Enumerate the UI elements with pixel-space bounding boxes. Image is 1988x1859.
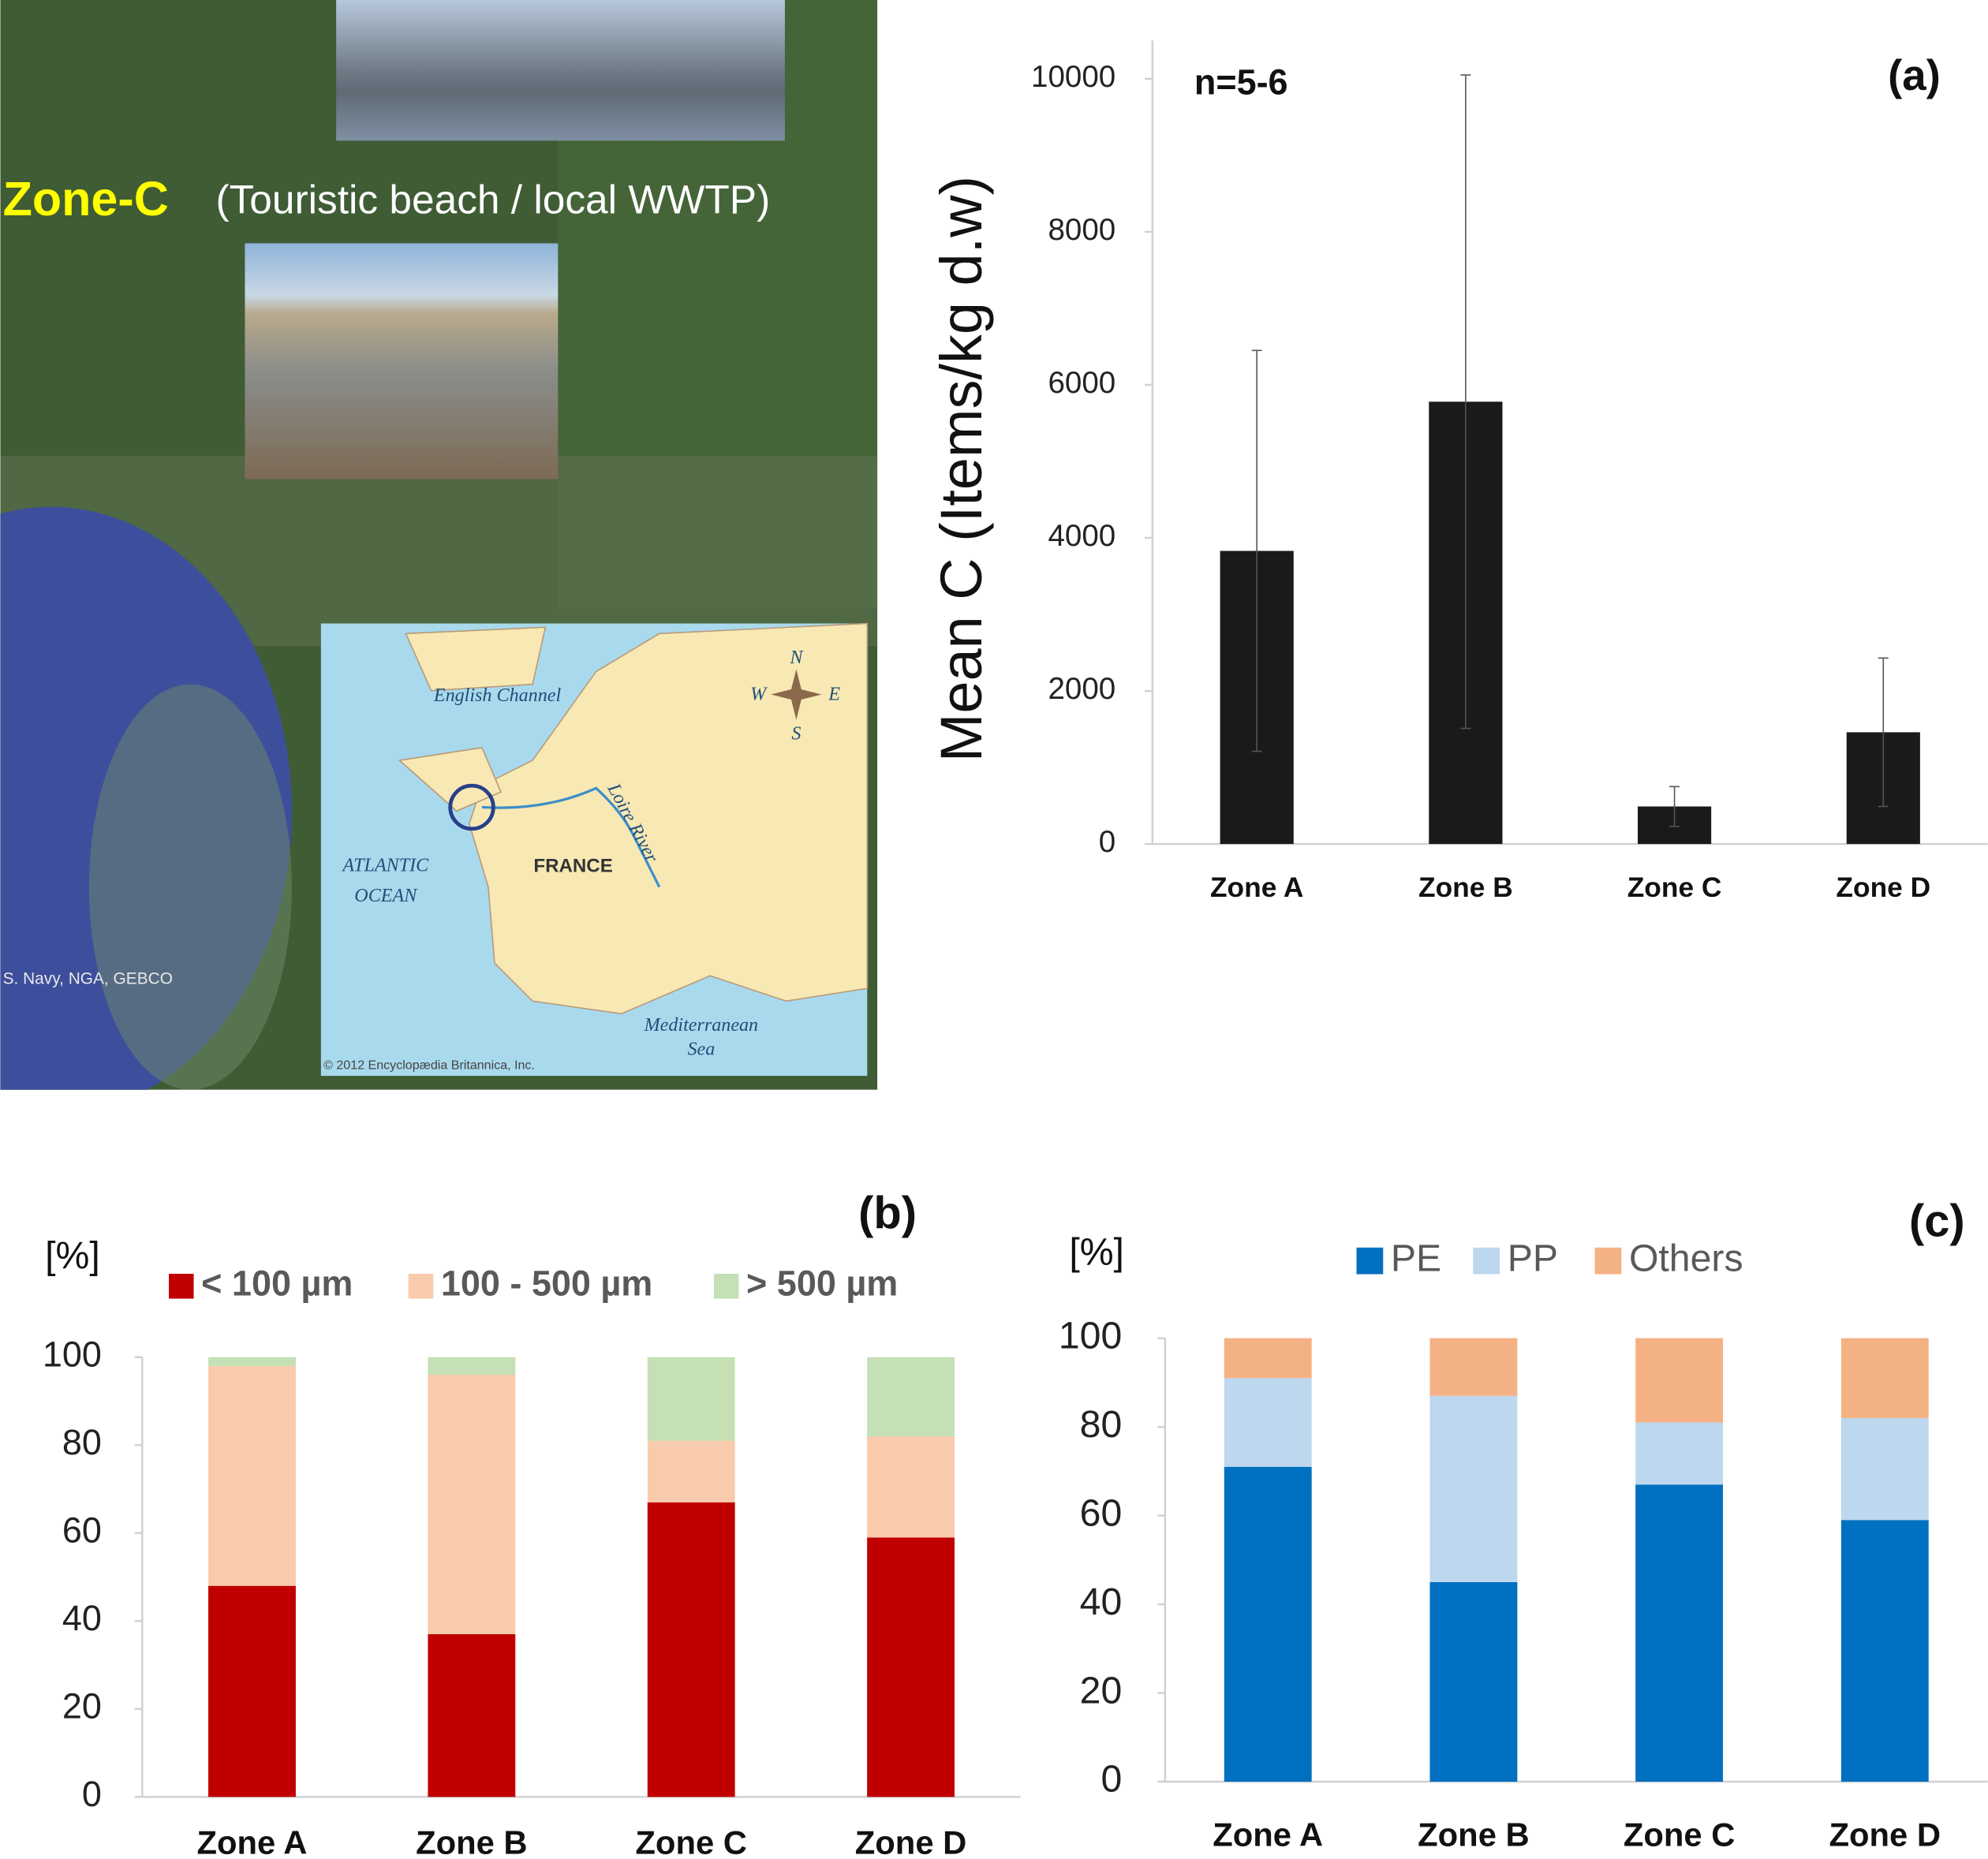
bar-segment [1841,1520,1929,1782]
legend-label: Others [1629,1237,1743,1279]
y-tick-label: 6000 [1048,366,1115,400]
x-tick-label: Zone C [635,1824,747,1859]
bar-segment [428,1375,515,1634]
annotation: n=5-6 [1194,62,1288,103]
bar-segment [867,1537,955,1797]
compass-label: E [828,685,840,705]
bar-segment [208,1357,296,1366]
bar-segment [1635,1338,1723,1423]
page: Zone-C (Touristic beach / local WWTP) S.… [0,0,1988,1859]
compass-label: W [750,685,768,705]
legend-swatch [169,1274,193,1298]
y-axis-label: [%] [1069,1230,1124,1273]
bar-segment [428,1634,515,1797]
x-tick-label: Zone D [1836,872,1930,903]
bar-segment [1429,1582,1517,1782]
legend-swatch [714,1274,738,1298]
inset-label: Mediterranean [644,1015,759,1036]
inset-copyright: © 2012 Encyclopædia Britannica, Inc. [323,1058,535,1072]
legend-swatch [1473,1248,1500,1275]
y-tick-label: 4000 [1048,519,1115,553]
y-tick-label: 60 [62,1510,102,1551]
zone-description: (Touristic beach / local WWTP) [215,177,770,222]
inset-label: OCEAN [354,886,418,906]
inset-label: ATLANTIC [341,856,429,876]
legend-swatch [409,1274,433,1298]
bar-segment [1224,1467,1312,1782]
figure: Zone-C (Touristic beach / local WWTP) S.… [0,0,1988,1859]
bar-segment [1224,1378,1312,1466]
y-tick-label: 80 [1080,1403,1123,1446]
map-credit: S. Navy, NGA, GEBCO [3,969,173,987]
x-tick-label: Zone A [196,1824,307,1859]
y-tick-label: 10000 [1031,60,1115,94]
y-tick-label: 0 [1099,825,1115,859]
x-tick-label: Zone A [1210,872,1303,903]
y-tick-label: 60 [1080,1491,1123,1534]
x-tick-label: Zone B [1418,872,1513,903]
y-tick-label: 40 [1080,1581,1123,1623]
x-tick-label: Zone D [1829,1816,1941,1853]
legend-label: PE [1391,1237,1441,1279]
bar-segment [1224,1338,1312,1379]
bar-segment [1429,1396,1517,1582]
x-tick-label: Zone C [1624,1816,1736,1853]
inset-label: FRANCE [533,855,612,876]
bar-segment [648,1503,735,1797]
compass-label: N [789,648,804,668]
y-tick-label: 0 [1100,1758,1122,1801]
x-tick-label: Zone A [1213,1816,1323,1853]
x-tick-label: Zone B [1418,1816,1530,1853]
bar-segment [208,1586,296,1797]
inset-label: English Channel [433,685,562,706]
inset-label: Sea [687,1039,715,1059]
zone-label: Zone-C [3,172,169,226]
satellite-map: Zone-C (Touristic beach / local WWTP) S.… [0,0,877,1115]
legend-swatch [1595,1248,1622,1275]
y-tick-label: 20 [62,1686,102,1726]
legend-label: PP [1508,1237,1558,1279]
bar-segment [867,1436,955,1537]
y-tick-label: 0 [82,1774,102,1814]
x-tick-label: Zone D [855,1824,967,1859]
bar-segment [867,1357,955,1436]
legend-label: 100 - 500 µm [441,1264,652,1304]
inset-map: English Channel ATLANTIC OCEAN FRANCE Lo… [321,623,867,1076]
panel-label: (c) [1909,1196,1965,1246]
compass-label: S [791,723,801,744]
bar-segment [1635,1422,1723,1484]
y-tick-label: 2000 [1048,672,1115,706]
legend-label: < 100 µm [201,1264,353,1304]
panel-label: (b) [858,1189,917,1239]
y-tick-label: 80 [62,1422,102,1462]
legend-label: > 500 µm [746,1264,898,1304]
bar-segment [1841,1338,1929,1418]
y-axis-label: Mean C (Items/kg d.w) [929,176,994,762]
bar-segment [1429,1338,1517,1396]
legend-swatch [1357,1248,1384,1275]
panel-label: (a) [1888,51,1941,99]
bar-segment [428,1357,515,1375]
bar-segment [208,1366,296,1586]
bar-segment [648,1357,735,1441]
x-tick-label: Zone C [1627,872,1722,903]
bar-segment [1635,1484,1723,1782]
y-tick-label: 20 [1080,1669,1123,1712]
y-tick-label: 100 [1059,1314,1122,1357]
y-tick-label: 8000 [1048,213,1115,247]
x-tick-label: Zone B [416,1824,528,1859]
y-tick-label: 40 [62,1598,102,1638]
bar-segment [648,1441,735,1503]
y-tick-label: 100 [43,1335,102,1375]
bar-segment [1841,1418,1929,1520]
y-axis-label: [%] [45,1234,100,1277]
